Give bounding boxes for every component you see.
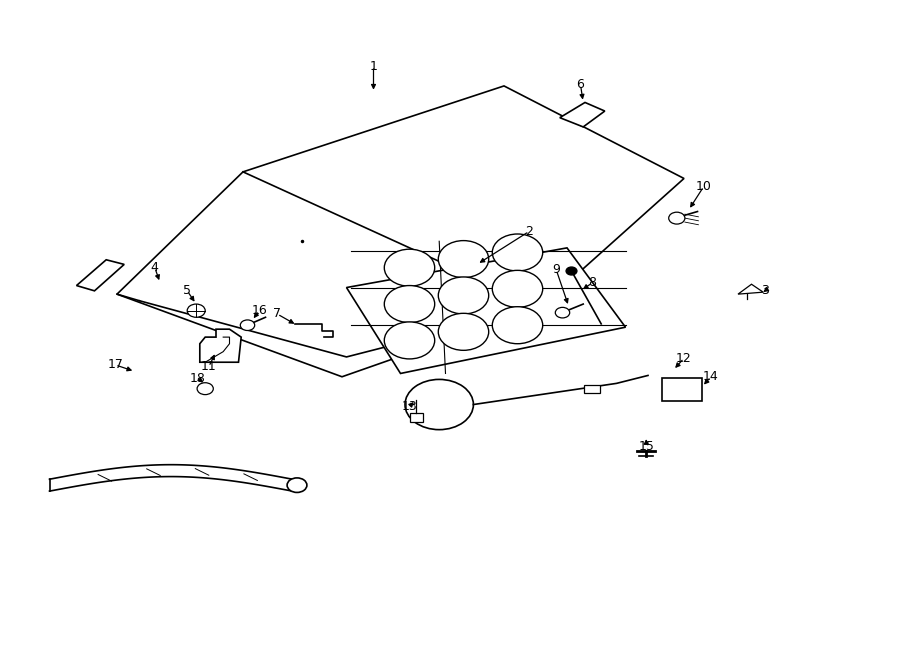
Text: 10: 10	[696, 180, 712, 193]
Circle shape	[287, 478, 307, 492]
Polygon shape	[410, 413, 423, 422]
Text: 6: 6	[577, 78, 584, 91]
Polygon shape	[76, 260, 124, 291]
Circle shape	[438, 277, 489, 314]
Text: 9: 9	[553, 263, 560, 276]
Text: 18: 18	[190, 371, 206, 385]
Text: 4: 4	[151, 261, 158, 274]
Text: 15: 15	[638, 440, 654, 453]
Text: 17: 17	[107, 358, 123, 371]
Circle shape	[492, 307, 543, 344]
Text: 14: 14	[703, 370, 719, 383]
Circle shape	[405, 379, 473, 430]
Circle shape	[492, 234, 543, 271]
Text: 5: 5	[184, 284, 191, 297]
Text: 2: 2	[526, 225, 533, 238]
Text: 16: 16	[251, 304, 267, 317]
Circle shape	[669, 212, 685, 224]
Polygon shape	[117, 86, 684, 377]
Polygon shape	[346, 248, 626, 373]
Circle shape	[492, 270, 543, 307]
Circle shape	[438, 241, 489, 278]
Circle shape	[197, 383, 213, 395]
Polygon shape	[200, 329, 241, 362]
Circle shape	[384, 249, 435, 286]
Bar	[662, 378, 702, 401]
Text: 1: 1	[370, 59, 377, 73]
Text: 7: 7	[274, 307, 281, 321]
Circle shape	[555, 307, 570, 318]
Circle shape	[384, 322, 435, 359]
Text: 8: 8	[589, 276, 596, 290]
Circle shape	[187, 304, 205, 317]
Bar	[584, 385, 600, 393]
Text: 11: 11	[201, 360, 217, 373]
Text: 12: 12	[676, 352, 692, 365]
Polygon shape	[560, 102, 605, 127]
Circle shape	[566, 267, 577, 275]
Text: 13: 13	[401, 400, 418, 413]
Circle shape	[384, 286, 435, 323]
Circle shape	[240, 320, 255, 330]
Text: 3: 3	[761, 284, 769, 297]
Polygon shape	[738, 284, 763, 294]
Circle shape	[438, 313, 489, 350]
